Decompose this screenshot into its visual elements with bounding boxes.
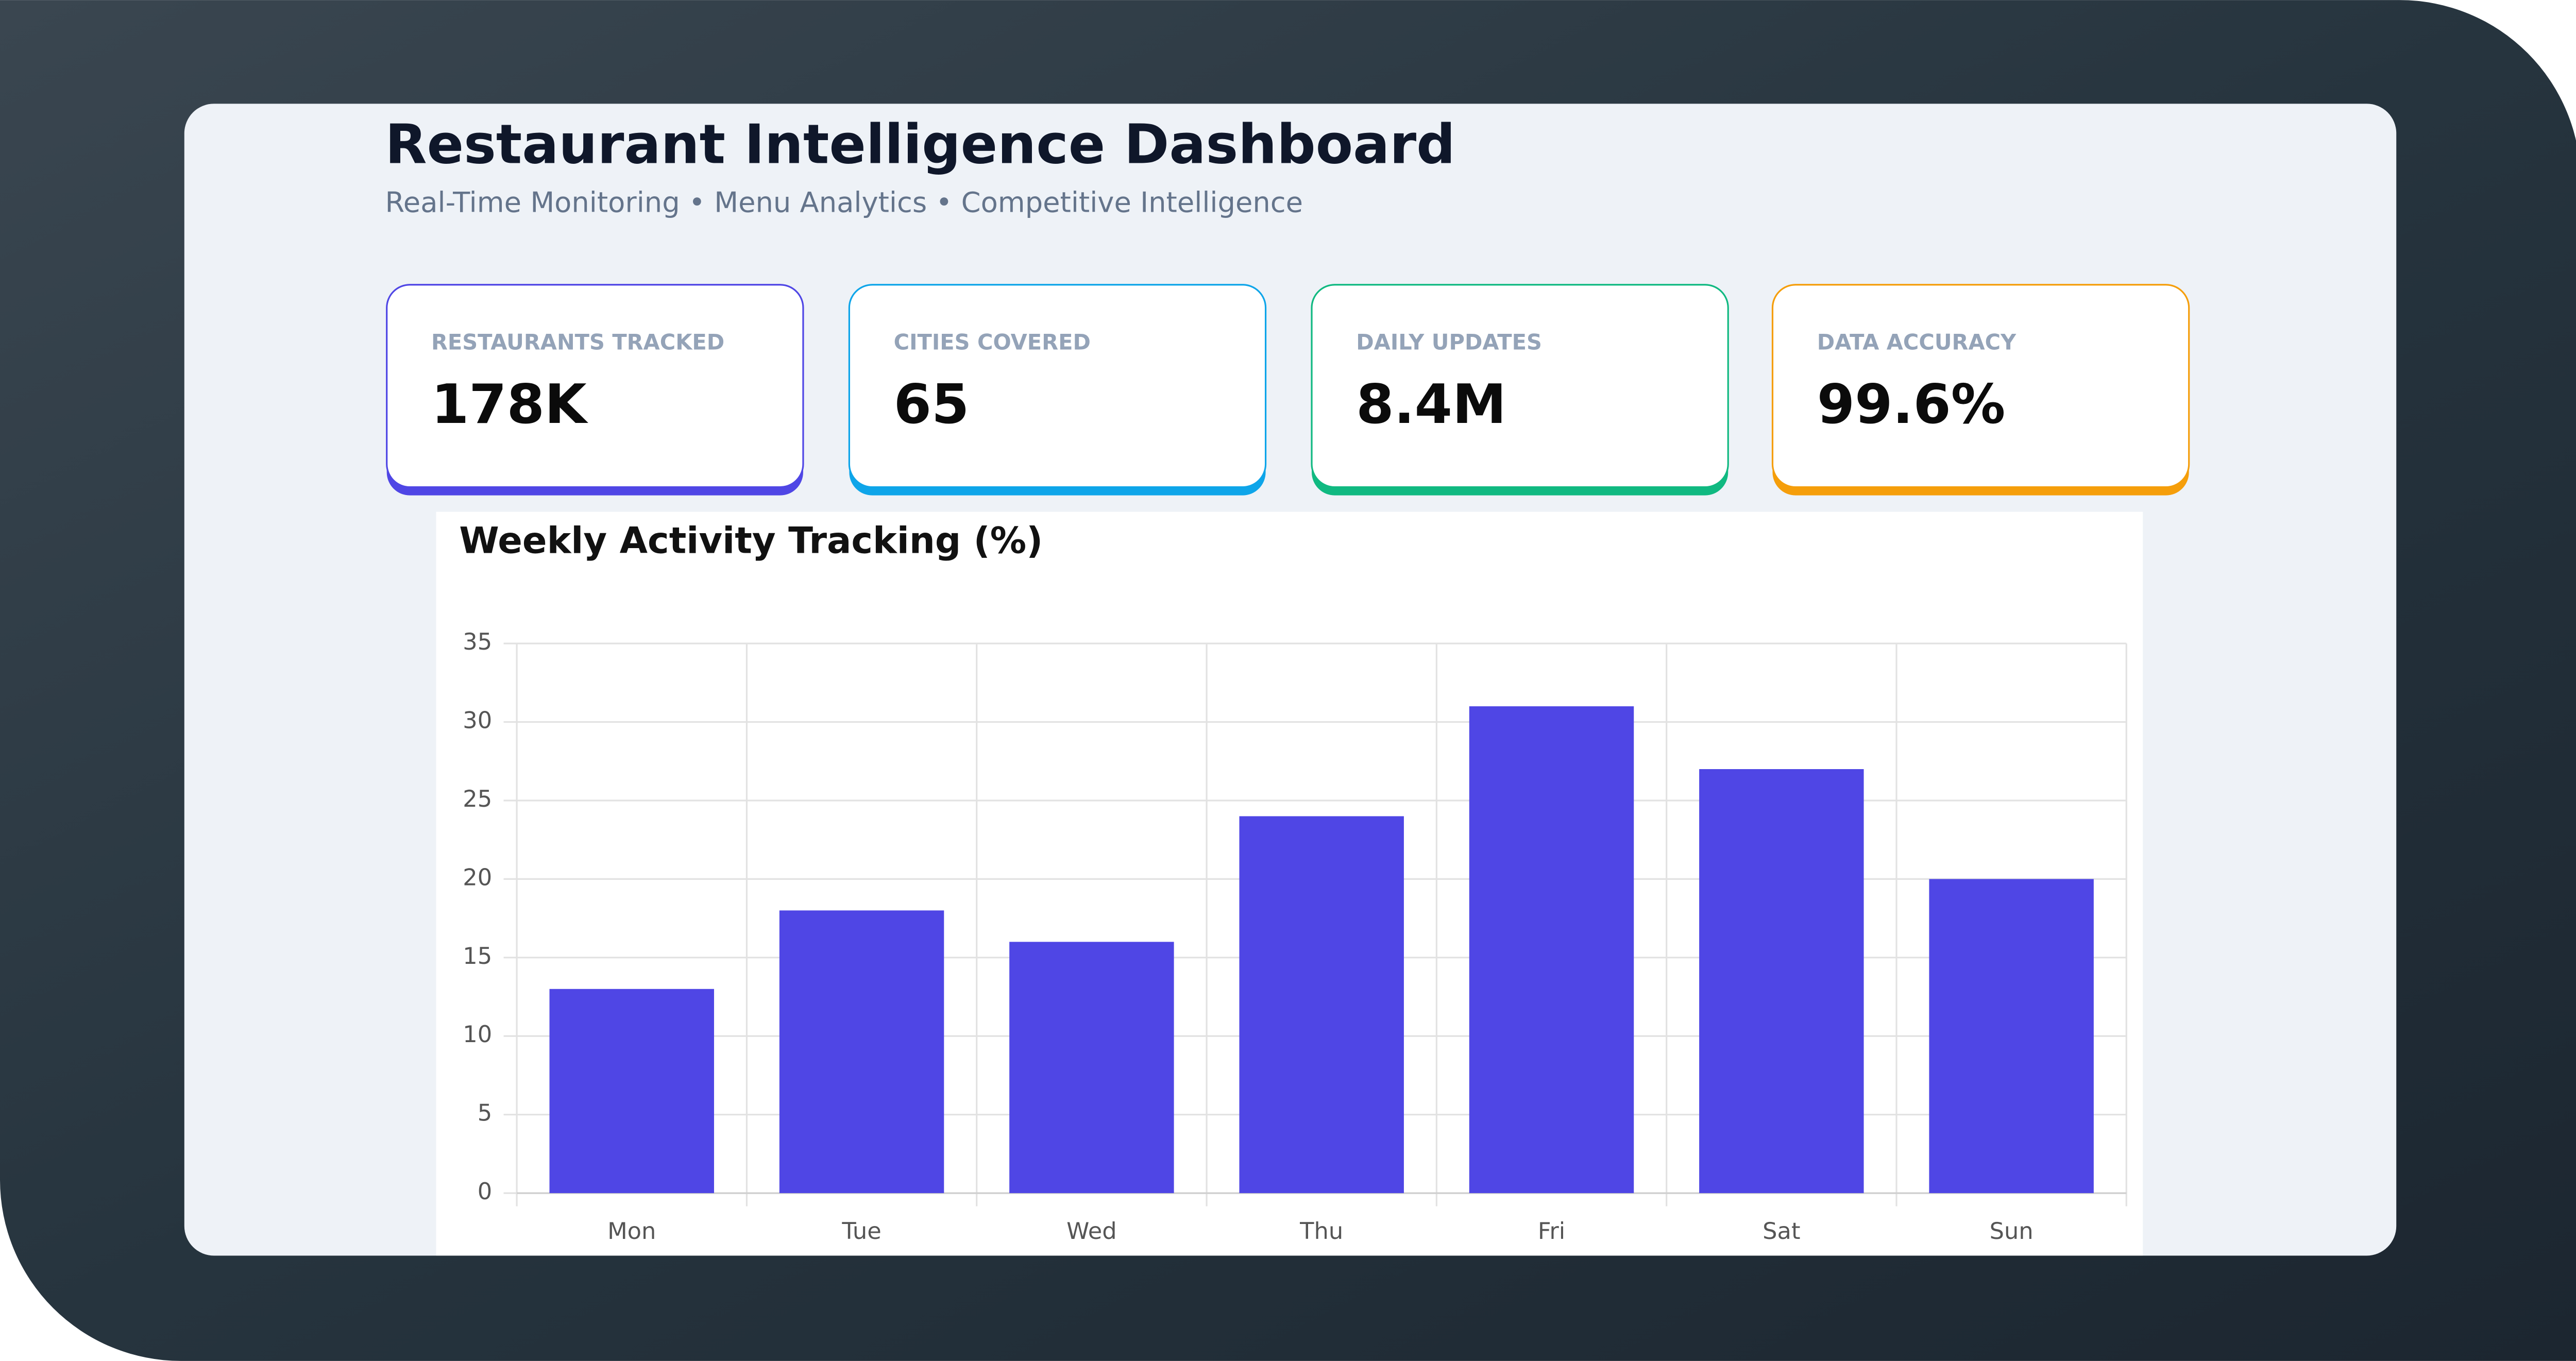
x-tick-label: Sat bbox=[1762, 1217, 1800, 1245]
bar bbox=[1239, 816, 1404, 1194]
y-tick-label: 10 bbox=[463, 1020, 492, 1048]
bar-chart: 0 5 10 15 20 25 30 35 Mon Tue Wed Thu Fri Sat Sun bbox=[463, 628, 2127, 1245]
bar bbox=[1699, 769, 1864, 1194]
x-tick-label: Tue bbox=[841, 1217, 881, 1245]
x-tick-label: Sun bbox=[1990, 1217, 2033, 1245]
y-tick-label: 30 bbox=[463, 707, 492, 734]
chart-title: Weekly Activity Tracking (%) bbox=[459, 519, 1043, 562]
stat-card bbox=[386, 284, 804, 488]
dashboard-title: Restaurant Intelligence Dashboard bbox=[385, 112, 1455, 176]
y-tick-label: 15 bbox=[463, 942, 492, 969]
bar bbox=[779, 910, 944, 1194]
stat-card bbox=[1771, 284, 2190, 488]
stat-card bbox=[848, 284, 1267, 488]
stat-cards: RESTAURANTS TRACKED 178K CITIES COVERED 65 D… bbox=[386, 284, 2190, 496]
stat-value: 178K bbox=[431, 372, 588, 436]
stat-label: CITIES COVERED bbox=[894, 330, 1091, 355]
y-tick-label: 5 bbox=[478, 1099, 492, 1127]
stat-label: RESTAURANTS TRACKED bbox=[431, 330, 724, 355]
y-tick-label: 20 bbox=[463, 863, 492, 891]
bar bbox=[1009, 942, 1174, 1194]
x-tick-label: Fri bbox=[1538, 1217, 1565, 1245]
stat-value: 8.4M bbox=[1356, 372, 1506, 436]
stat-value: 99.6% bbox=[1817, 372, 2006, 436]
x-tick-label: Thu bbox=[1299, 1217, 1343, 1245]
x-tick-label: Mon bbox=[607, 1217, 656, 1245]
bar bbox=[1469, 706, 1634, 1194]
stat-value: 65 bbox=[894, 372, 970, 436]
y-tick-label: 0 bbox=[478, 1178, 492, 1205]
y-tick-label: 35 bbox=[463, 628, 492, 655]
stat-label: DAILY UPDATES bbox=[1356, 330, 1542, 355]
y-tick-label: 25 bbox=[463, 785, 492, 812]
bar bbox=[1929, 879, 2094, 1194]
stat-label: DATA ACCURACY bbox=[1817, 330, 2016, 355]
x-tick-label: Wed bbox=[1066, 1217, 1117, 1245]
bar bbox=[549, 989, 714, 1194]
dashboard-subtitle: Real-Time Monitoring • Menu Analytics • … bbox=[385, 186, 1303, 218]
stat-card bbox=[1311, 284, 1729, 488]
